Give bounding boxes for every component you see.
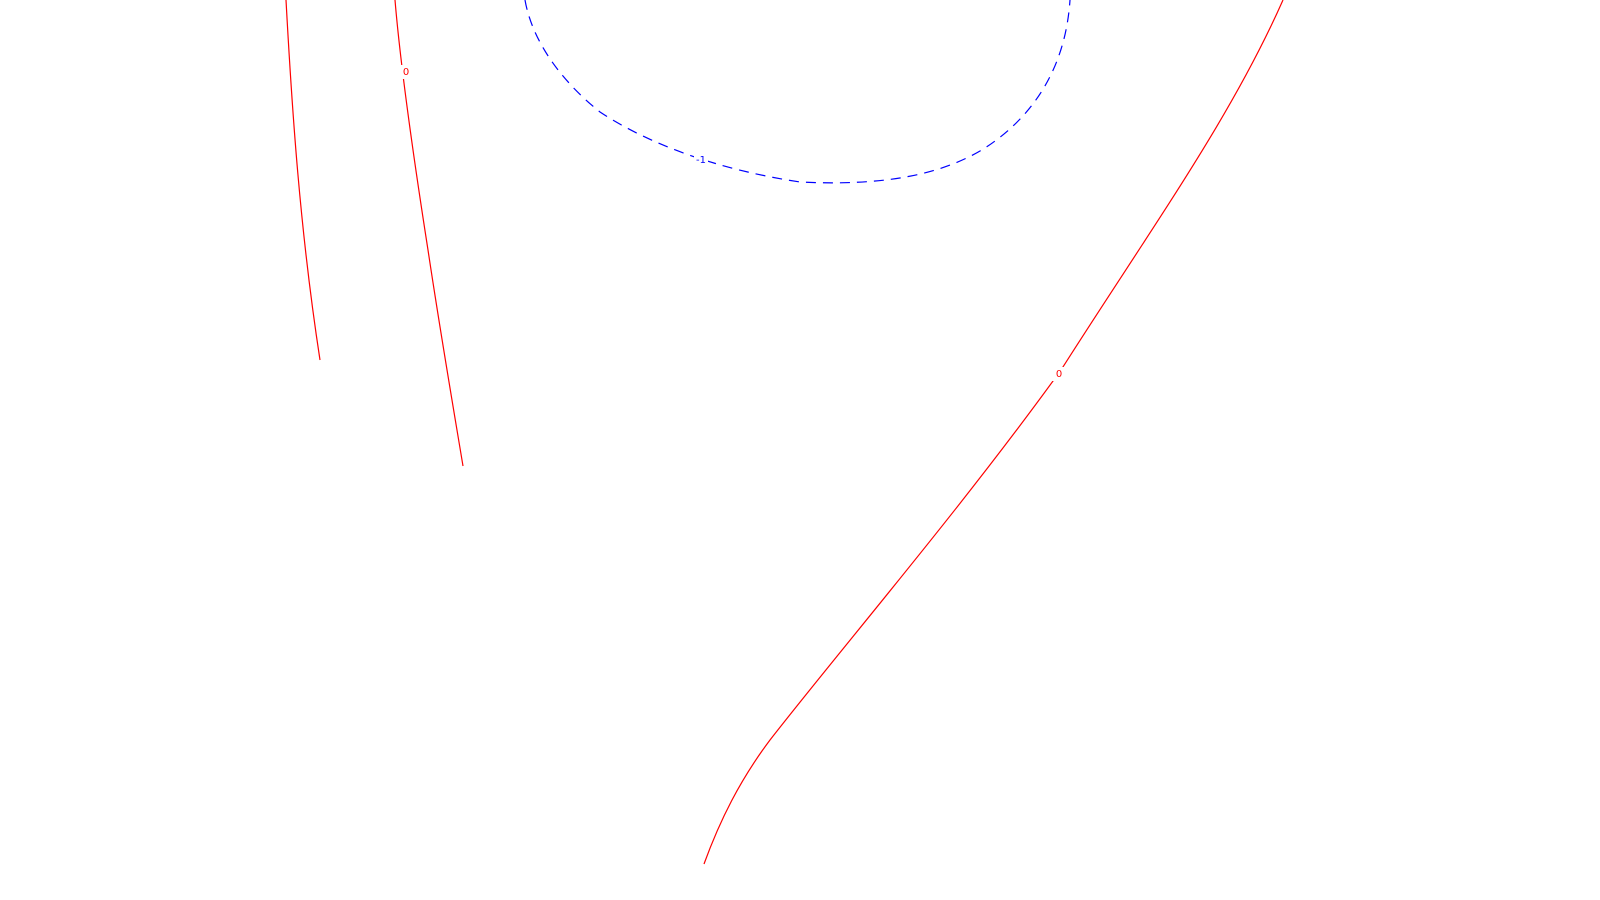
contour-line-0-1 <box>394 0 464 467</box>
contour-layer <box>285 0 1284 865</box>
label-layer: 0 0 -1 <box>399 65 1066 381</box>
contour-label: -1 <box>696 155 706 166</box>
contour-label-background <box>694 153 708 167</box>
contour-label: 0 <box>403 67 409 78</box>
contour-line-neg1-3 <box>524 0 1071 184</box>
contour-label-background <box>399 65 413 79</box>
contour-line-0-0 <box>285 0 321 361</box>
contour-label-background <box>1052 367 1066 381</box>
contour-label: 0 <box>1056 369 1062 380</box>
contour-line-0-2 <box>703 0 1284 865</box>
